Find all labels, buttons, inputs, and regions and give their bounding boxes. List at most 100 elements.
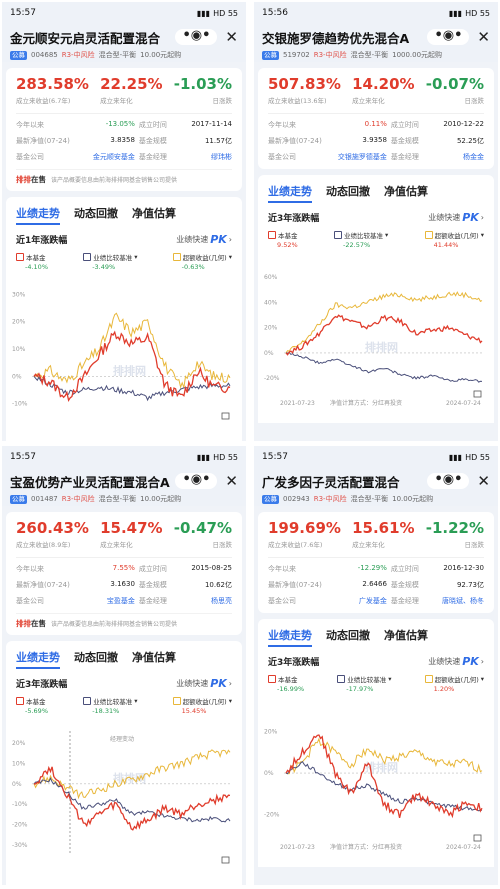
nav-label: 最新净值(07-24) (268, 581, 322, 589)
fund-panel-1: 15:57 ▮▮▮ HD 55 金元顺安元启灵活配置混合 •◉• ✕ 公募 00… (2, 2, 246, 441)
legend-benchmark[interactable]: 业绩比较基准 ▾ -18.31% (83, 696, 137, 715)
caret-down-icon: ▾ (228, 253, 232, 261)
disclaimer-bar: 排排在售 该产品概要信息由前海排排网基金销售公司提供 (16, 169, 232, 191)
tab-performance[interactable]: 业绩走势 (268, 627, 312, 647)
fund-details: 今年以来 -13.05% 成立时间 2017-11-14 最新净值(07-24)… (16, 120, 232, 169)
signal-icon: ▮▮▮ (196, 8, 211, 18)
ytd-label: 今年以来 (268, 565, 296, 573)
close-icon[interactable]: ✕ (477, 471, 490, 490)
company-link[interactable]: 宝盈基金 (106, 597, 135, 605)
header: 广发多因子灵活配置混合 •◉• ✕ 公募 002943 R3-中风险 混合型-平… (254, 468, 498, 506)
close-icon[interactable]: ✕ (225, 27, 238, 46)
tab-drawdown[interactable]: 动态回撤 (74, 651, 118, 664)
manager-link[interactable]: 缪玮彬 (211, 153, 232, 161)
series-line-excess (285, 737, 483, 775)
annual-return-label: 成立来年化 (100, 541, 133, 549)
y-tick-label: -10% (12, 801, 28, 808)
inception-label: 成立时间 (390, 565, 419, 573)
tab-performance[interactable]: 业绩走势 (16, 649, 60, 669)
legend-fund[interactable]: 本基金 -4.10% (16, 252, 48, 271)
more-button[interactable]: •◉• (175, 473, 218, 489)
tab-bar: 业绩走势 动态回撤 净值估算 (268, 627, 484, 647)
close-icon[interactable]: ✕ (477, 27, 490, 46)
series-line-bench (285, 352, 483, 383)
company-link[interactable]: 交银施罗德基金 (337, 153, 387, 161)
legend: 本基金 9.52% 业绩比较基准 ▾ -22.57% 超额收益(几何) ▾ 41.4… (268, 230, 484, 249)
company-link[interactable]: 金元顺安基金 (92, 153, 135, 161)
fund-title: 金元顺安元启灵活配置混合 (10, 30, 161, 46)
clock: 15:56 (262, 8, 288, 18)
fund-meta: 公募 001487 R3-中风险 混合型-平衡 10.00元起购 (10, 492, 238, 506)
pk-link[interactable]: 业绩快速 PK › (428, 210, 484, 224)
checkbox-icon (268, 231, 276, 239)
fund-details: 今年以来 0.11% 成立时间 2010-12-22 最新净值(07-24) 3… (268, 120, 484, 169)
manager-change-label: 经理变动 (110, 735, 134, 743)
legend-excess[interactable]: 超额收益(几何) ▾ 1.20% (424, 674, 484, 693)
tab-drawdown[interactable]: 动态回撤 (326, 185, 370, 198)
legend-excess[interactable]: 超额收益(几何) ▾ 41.44% (424, 230, 484, 249)
total-return-label: 成立来收益(13.6年) (268, 97, 327, 105)
chevron-right-icon: › (480, 212, 484, 222)
legend-benchmark[interactable]: 业绩比较基准 ▾ -3.49% (83, 252, 137, 271)
tab-drawdown[interactable]: 动态回撤 (74, 207, 118, 220)
series-line-fund (285, 314, 483, 356)
series-line-bench (33, 777, 231, 823)
fund-title: 交银施罗德趋势优先混合A (262, 30, 410, 46)
legend-fund[interactable]: 本基金 -5.69% (16, 696, 48, 715)
min-buy: 10.00元起购 (140, 495, 182, 503)
manager-link[interactable]: 唐晓斌、杨冬 (442, 597, 484, 605)
fullscreen-icon[interactable] (221, 856, 230, 864)
legend-fund[interactable]: 本基金 -16.99% (268, 674, 304, 693)
checkbox-icon (172, 697, 181, 705)
tab-drawdown[interactable]: 动态回撤 (326, 629, 370, 642)
fullscreen-icon[interactable] (473, 834, 482, 842)
ytd-label: 今年以来 (268, 121, 296, 129)
y-tick-label: 30% (12, 291, 26, 298)
legend-excess[interactable]: 超额收益(几何) ▾ 15.45% (172, 696, 232, 715)
more-button[interactable]: •◉• (427, 29, 470, 45)
company-link[interactable]: 广发基金 (358, 597, 387, 605)
performance-chart: 30% 20% 10% 0% -10% 排排网 (12, 291, 232, 420)
header: 交银施罗德趋势优先混合A •◉• ✕ 公募 519702 R3-中风险 混合型-… (254, 24, 498, 62)
manager-label: 基金经理 (390, 597, 419, 605)
tab-performance[interactable]: 业绩走势 (16, 205, 60, 225)
more-button[interactable]: •◉• (175, 29, 218, 45)
tab-nav-estimate[interactable]: 净值估算 (132, 207, 176, 220)
y-tick-label: 20% (264, 729, 278, 736)
manager-link[interactable]: 杨金金 (463, 153, 484, 161)
checkbox-icon (337, 675, 346, 683)
watermark: 排排网 (365, 340, 398, 354)
fullscreen-icon[interactable] (221, 412, 230, 420)
legend-fund-value: -5.69% (25, 707, 48, 715)
pk-link[interactable]: 业绩快速 PK › (428, 654, 484, 668)
pk-link[interactable]: 业绩快速 PK › (176, 232, 232, 246)
watermark: 排排网 (365, 760, 398, 774)
header: 宝盈优势产业灵活配置混合A •◉• ✕ 公募 001487 R3-中风险 混合型… (2, 468, 246, 506)
more-button[interactable]: •◉• (427, 473, 470, 489)
y-tick-label: -30% (12, 842, 28, 849)
legend-excess[interactable]: 超额收益(几何) ▾ -0.63% (172, 252, 232, 271)
fund-title: 宝盈优势产业灵活配置混合A (10, 474, 170, 490)
tab-nav-estimate[interactable]: 净值估算 (384, 185, 428, 198)
tab-nav-estimate[interactable]: 净值估算 (132, 651, 176, 664)
size-label: 基金规模 (138, 581, 167, 589)
fullscreen-icon[interactable] (473, 390, 482, 398)
disclaimer-text: 该产品概要信息由前海排排网基金销售公司提供 (51, 621, 178, 628)
company-label: 基金公司 (268, 153, 296, 161)
y-tick-label: 60% (264, 274, 278, 281)
nav-value: 3.1630 (110, 580, 135, 588)
y-tick-label: 0% (264, 770, 274, 777)
pk-link[interactable]: 业绩快速 PK › (176, 676, 232, 690)
close-icon[interactable]: ✕ (225, 471, 238, 490)
nav-label: 最新净值(07-24) (268, 137, 322, 145)
tab-nav-estimate[interactable]: 净值估算 (384, 629, 428, 642)
legend-benchmark[interactable]: 业绩比较基准 ▾ -17.97% (337, 674, 392, 693)
paipai-logo: 排排在售 (16, 175, 46, 184)
legend-benchmark[interactable]: 业绩比较基准 ▾ -22.57% (334, 230, 388, 249)
caret-down-icon: ▾ (228, 697, 232, 705)
manager-link[interactable]: 杨思亮 (211, 597, 232, 605)
checkbox-icon (172, 253, 181, 261)
legend-fund[interactable]: 本基金 9.52% (268, 230, 298, 249)
daily-change: -1.22% (425, 519, 484, 537)
tab-performance[interactable]: 业绩走势 (268, 183, 312, 203)
